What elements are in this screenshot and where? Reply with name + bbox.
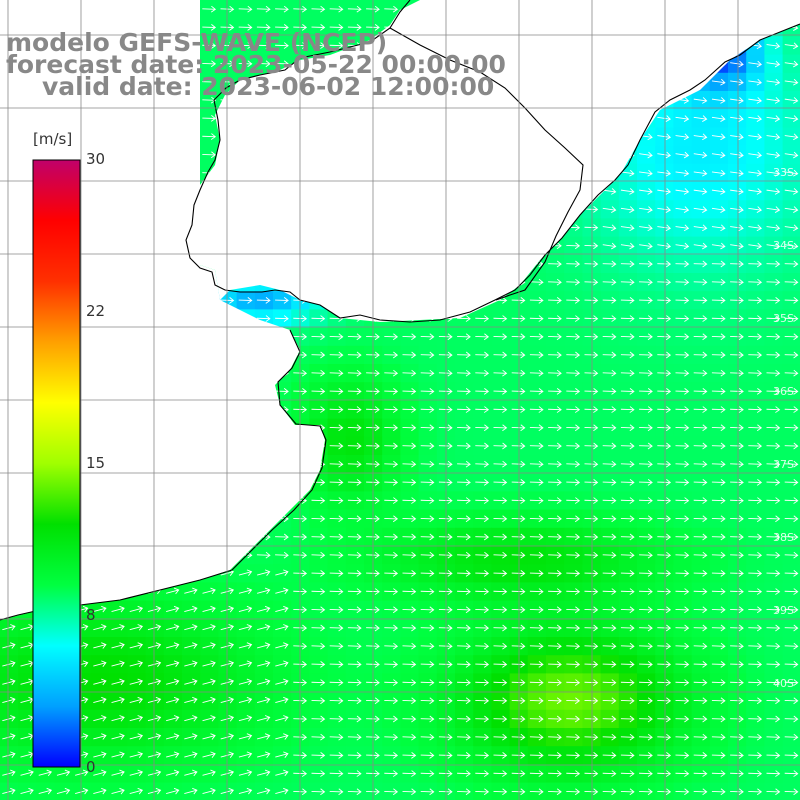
- lat-label: 38S: [773, 531, 794, 544]
- colorbar-tick-8: 8: [86, 606, 96, 624]
- valid-date: valid date: 2023-06-02 12:00:00: [42, 72, 495, 101]
- wind-arrow: [202, 24, 217, 31]
- wind-arrow: [311, 5, 326, 13]
- colorbar-unit: [m/s]: [33, 130, 73, 148]
- lat-label: 39S: [773, 604, 794, 617]
- wind-arrow: [275, 24, 289, 31]
- lat-label: 40S: [773, 677, 794, 690]
- lat-label: 37S: [773, 458, 794, 471]
- wind-arrow: [347, 5, 362, 13]
- wind-arrow: [238, 24, 253, 31]
- wind-arrow: [202, 5, 217, 13]
- wind-arrow: [311, 24, 326, 31]
- wind-arrow: [256, 5, 271, 13]
- wind-arrow: [238, 5, 253, 13]
- colorbar-tick-0: 0: [86, 758, 96, 776]
- wind-arrow: [329, 5, 344, 13]
- colorbar-tick-22: 22: [86, 302, 106, 320]
- lat-label: 34S: [773, 239, 794, 252]
- wind-arrow: [384, 5, 399, 13]
- lat-label: 36S: [773, 385, 794, 398]
- lat-label: 33S: [773, 166, 794, 179]
- wind-arrow: [329, 24, 344, 31]
- wind-arrow: [256, 24, 271, 31]
- wind-arrow: [275, 5, 289, 13]
- colorbar-tick-15: 15: [86, 454, 106, 472]
- lat-label: 35S: [773, 312, 794, 325]
- colorbar-tick-30: 30: [86, 150, 106, 168]
